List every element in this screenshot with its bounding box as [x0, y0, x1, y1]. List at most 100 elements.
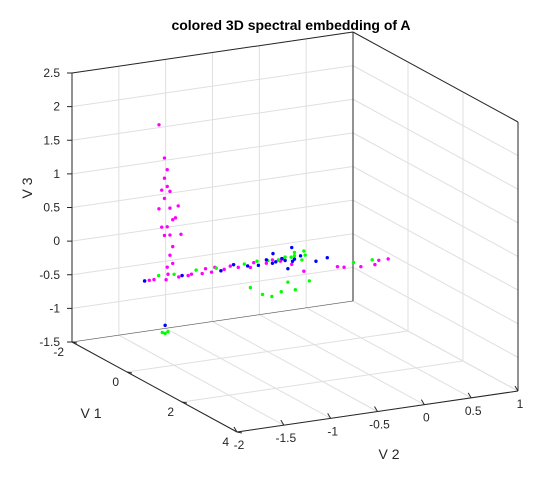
data-point	[163, 323, 167, 328]
data-point	[270, 258, 275, 262]
tick-mark	[280, 419, 285, 426]
data-point	[203, 267, 208, 271]
axis-line-v1	[71, 341, 238, 433]
data-point	[163, 331, 167, 336]
z-tick-label: -1.5	[39, 335, 60, 349]
tick-mark	[71, 341, 78, 344]
gridline	[352, 166, 519, 257]
gridline	[165, 327, 331, 419]
data-point	[298, 254, 303, 258]
data-point	[359, 264, 363, 269]
data-point	[252, 260, 256, 265]
box-edge	[71, 31, 354, 74]
gridlines	[71, 31, 519, 433]
data-point	[222, 267, 226, 272]
data-point	[286, 267, 290, 271]
data-point	[290, 262, 294, 267]
tick-mark	[327, 413, 332, 419]
data-point	[214, 266, 218, 270]
data-point	[168, 253, 172, 257]
y-tick-label: -1.5	[275, 431, 296, 445]
data-point	[200, 271, 204, 276]
data-point	[171, 261, 175, 266]
data-point	[293, 288, 297, 292]
data-point	[286, 280, 290, 284]
data-point	[314, 259, 318, 263]
gridline	[305, 307, 472, 399]
data-point	[283, 258, 287, 263]
data-point	[248, 265, 253, 270]
tick-mark	[126, 371, 133, 374]
gridline	[212, 321, 378, 412]
data-point	[373, 262, 377, 267]
gridline	[352, 300, 519, 392]
data-point	[270, 294, 274, 299]
data-point	[171, 244, 175, 249]
data-point	[162, 233, 167, 238]
data-point	[245, 264, 250, 268]
x-tick-label: 2	[167, 405, 174, 419]
data-point	[172, 272, 176, 276]
data-point	[264, 258, 269, 262]
data-point	[271, 251, 275, 256]
data-point	[194, 268, 198, 272]
data-point	[189, 272, 194, 276]
gridline	[352, 199, 519, 291]
data-point	[236, 265, 240, 270]
data-point	[162, 176, 167, 180]
data-point	[157, 207, 161, 211]
data-point	[152, 277, 156, 282]
z-tick-label: -1	[49, 301, 60, 315]
data-point	[292, 254, 297, 258]
data-point	[231, 262, 236, 267]
data-point	[242, 262, 247, 266]
data-point	[300, 258, 304, 262]
z-tick-label: 2	[53, 100, 60, 114]
box-edge	[352, 31, 519, 123]
data-point	[165, 184, 169, 189]
gridline	[352, 266, 519, 358]
gridline	[352, 132, 519, 224]
z-tick-label: 1	[53, 167, 60, 181]
data-point	[160, 225, 164, 229]
gridline	[71, 166, 354, 208]
data-point	[166, 329, 170, 334]
data-point	[168, 233, 172, 237]
data-point	[289, 255, 293, 259]
data-point	[290, 245, 294, 250]
tick-mark	[514, 385, 519, 392]
data-point	[342, 265, 346, 269]
data-points	[142, 123, 390, 336]
gridline	[352, 65, 519, 157]
y-tick-label: 1	[517, 397, 524, 411]
z-axis-label: V 3	[19, 177, 35, 198]
data-point	[228, 264, 232, 268]
data-point	[165, 167, 169, 172]
data-point	[147, 278, 151, 282]
data-point	[179, 232, 183, 237]
z-tick-label: 0.5	[43, 201, 60, 215]
data-point	[351, 260, 356, 265]
tick-mark	[374, 406, 378, 412]
data-point	[160, 330, 165, 335]
data-point	[276, 258, 281, 262]
data-point	[157, 123, 161, 127]
data-point	[302, 249, 306, 253]
data-point	[264, 261, 269, 265]
gridline	[71, 199, 354, 242]
gridline	[71, 233, 354, 276]
gridline	[71, 98, 354, 141]
gridline	[352, 233, 519, 325]
data-point	[248, 285, 253, 290]
data-point	[370, 258, 374, 262]
tick-mark	[467, 392, 472, 399]
data-point	[307, 279, 312, 283]
y-tick-label: 0.5	[465, 404, 482, 418]
data-point	[283, 255, 287, 259]
data-point	[292, 257, 297, 261]
data-point	[156, 273, 161, 278]
data-point	[173, 216, 178, 220]
data-point	[280, 256, 284, 261]
